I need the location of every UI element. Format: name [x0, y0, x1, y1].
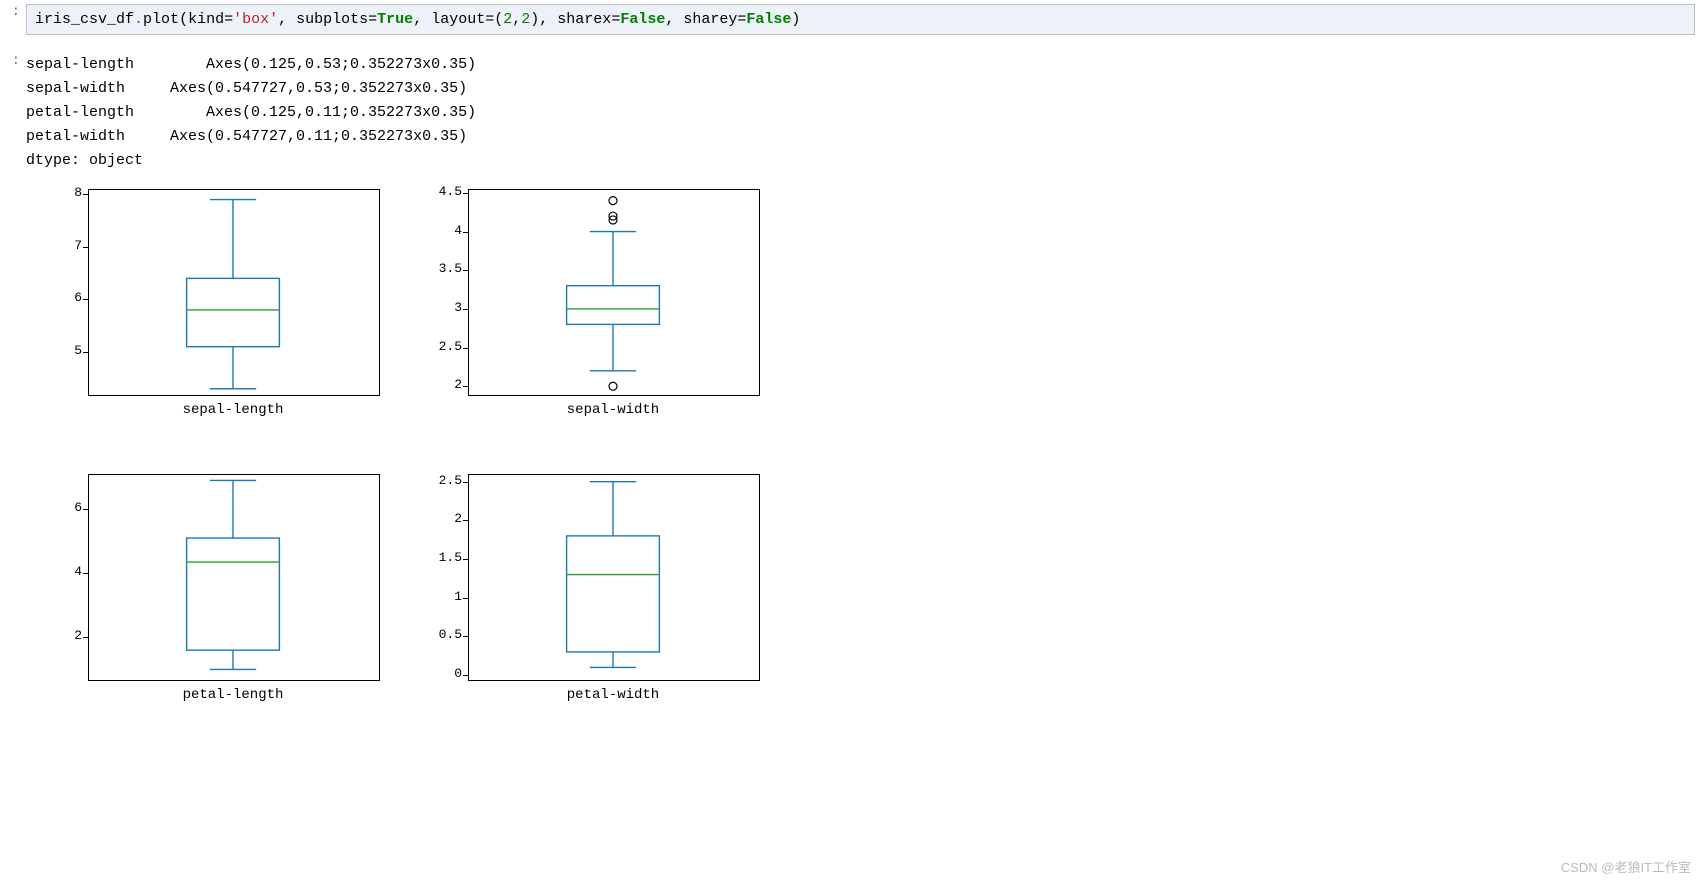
output-text: sepal-length Axes(0.125,0.53;0.352273x0.… [26, 53, 1703, 173]
output-cell: : sepal-length Axes(0.125,0.53;0.352273x… [0, 53, 1703, 741]
panel-sepal-length: 5678sepal-length [48, 181, 378, 456]
watermark: CSDN @老狼IT工作室 [1561, 857, 1691, 876]
code-input[interactable]: iris_csv_df.plot(kind='box', subplots=Tr… [26, 4, 1695, 35]
input-prompt: : [0, 4, 26, 35]
panel-petal-length: 246petal-length [48, 466, 378, 741]
input-cell: : iris_csv_df.plot(kind='box', subplots=… [0, 4, 1703, 35]
panel-sepal-width: 22.533.544.5sepal-width [428, 181, 758, 456]
panel-petal-width: 00.511.522.5petal-width [428, 466, 758, 741]
output-prompt: : [0, 53, 26, 741]
boxplot-figure: 5678sepal-length22.533.544.5sepal-width2… [48, 181, 848, 741]
code-line: iris_csv_df.plot(kind='box', subplots=Tr… [35, 11, 800, 28]
